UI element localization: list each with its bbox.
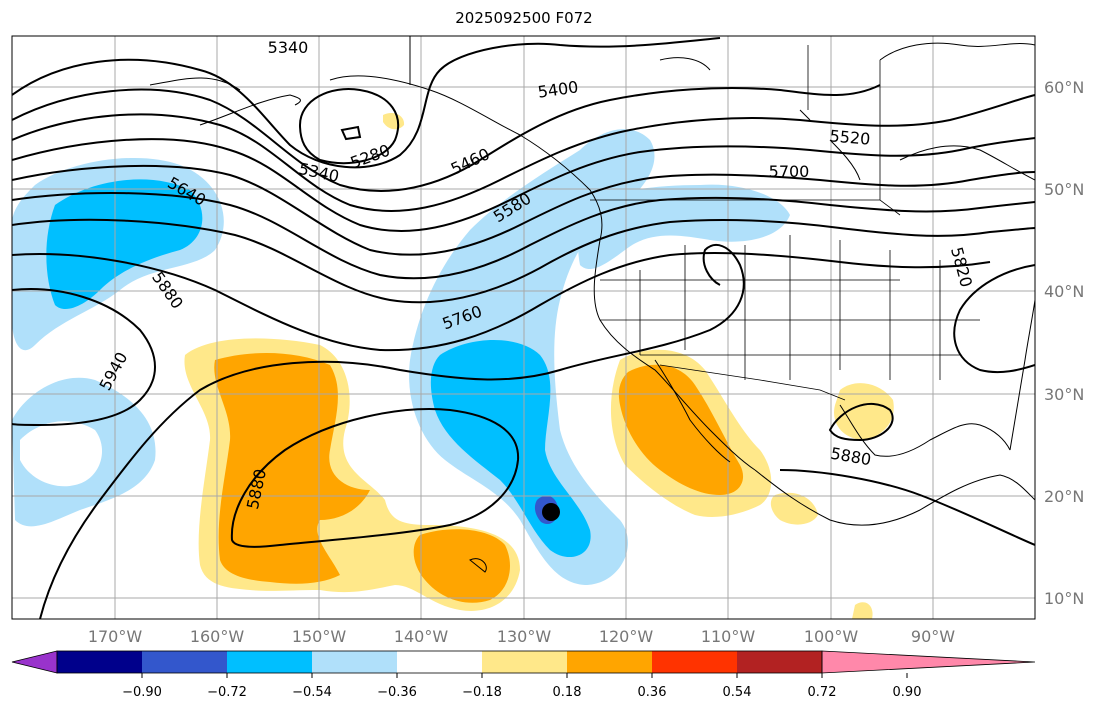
map-panel: [12, 36, 1035, 619]
lon-label: 140°W: [394, 627, 449, 646]
lon-label: 130°W: [497, 627, 552, 646]
lon-label: 120°W: [599, 627, 654, 646]
height-contours: [12, 37, 1035, 619]
lon-label: 90°W: [911, 627, 955, 646]
lon-label: 170°W: [88, 627, 143, 646]
political-borders: [590, 45, 980, 401]
lat-label: 40°N: [1044, 282, 1084, 301]
colorbar-segment: [227, 651, 313, 673]
colorbar-extend-low: [11, 650, 58, 674]
colorbar-tick-label: 0.36: [638, 685, 667, 700]
colorbar-frame: [56, 650, 823, 674]
colorbar-segment: [652, 651, 738, 673]
positive-anomaly-region: [834, 383, 894, 440]
lon-label: 100°W: [804, 627, 859, 646]
colorbar-extend-high: [821, 650, 1036, 674]
coastlines: [149, 36, 1035, 573]
colorbar-tick-label: −0.36: [377, 685, 417, 700]
latitude-labels: 60°N 50°N 40°N 30°N 20°N 10°N: [1044, 78, 1084, 608]
map-title: 2025092500 F072: [455, 9, 593, 27]
lat-label: 30°N: [1044, 385, 1084, 404]
positive-anomaly-core: [413, 529, 510, 603]
longitude-labels: 170°W 160°W 150°W 140°W 130°W 120°W 110°…: [88, 627, 955, 646]
map-frame: [11, 35, 1036, 620]
positive-anomaly-core: [618, 364, 744, 495]
colorbar-tick-label: −0.18: [462, 685, 502, 700]
positive-anomaly-region: [770, 492, 818, 525]
contour-label: 5520: [829, 126, 871, 148]
positive-anomaly-core: [214, 353, 370, 584]
lat-label: 60°N: [1044, 78, 1084, 97]
colorbar-segment: [312, 651, 398, 673]
colorbar-tick-label: −0.72: [207, 685, 247, 700]
lat-label: 10°N: [1044, 589, 1084, 608]
colorbar-tick-label: −0.90: [122, 685, 162, 700]
colorbar-tick-label: −0.54: [292, 685, 332, 700]
colorbar-segment: [567, 651, 653, 673]
colorbar-segment: [57, 651, 143, 673]
lon-label: 160°W: [190, 627, 245, 646]
colorbar-segment: [737, 651, 823, 673]
colorbar-tick-label: 0.18: [553, 685, 582, 700]
lon-label: 150°W: [292, 627, 347, 646]
contour-label: 5340: [268, 38, 309, 57]
colorbar-segment: [482, 651, 568, 673]
lon-label: 110°W: [701, 627, 756, 646]
graticule: [12, 36, 1035, 619]
contour-label: 5700: [769, 162, 810, 181]
low-center-marker: [542, 503, 560, 521]
positive-anomaly-region: [852, 602, 873, 619]
colorbar-segment: [397, 651, 483, 673]
lat-label: 50°N: [1044, 180, 1084, 199]
colorbar-tick-label: 0.54: [723, 685, 752, 700]
colorbar-segment: [142, 651, 228, 673]
lat-label: 20°N: [1044, 487, 1084, 506]
colorbar: −0.90 −0.72 −0.54 −0.36 −0.18 0.18 0.36 0.54 0.7…: [11, 650, 1036, 700]
colorbar-tick-label: 0.72: [808, 685, 837, 700]
anomaly-shading: [12, 113, 894, 619]
colorbar-tick-label: 0.90: [893, 685, 922, 700]
negative-anomaly-core: [46, 179, 203, 310]
